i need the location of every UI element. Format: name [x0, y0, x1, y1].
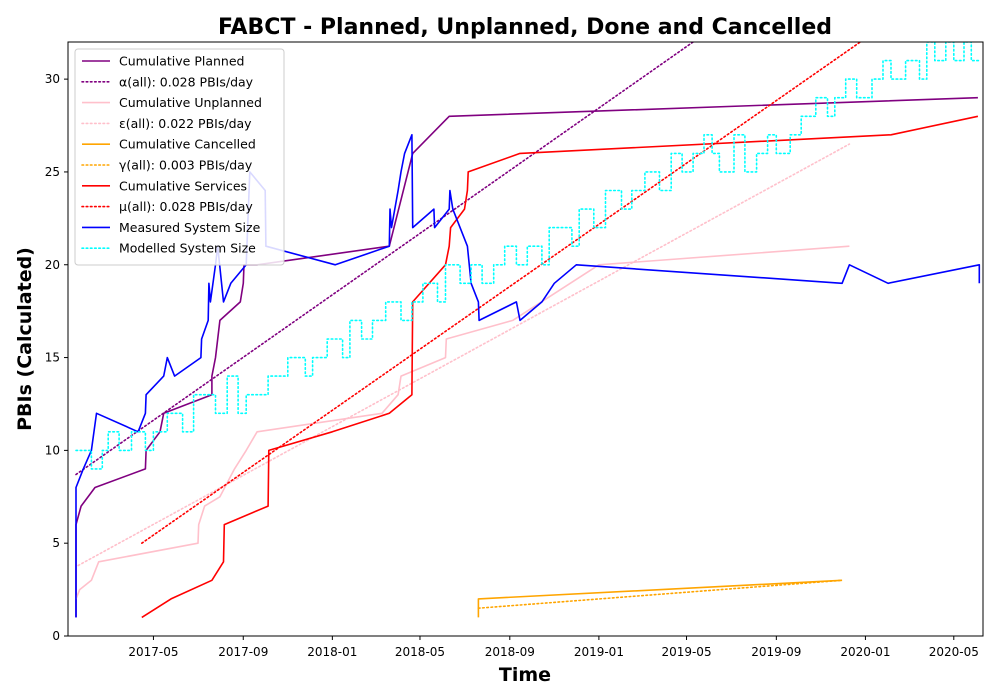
series-line-modelled-system-size: [75, 42, 981, 470]
legend-label: Cumulative Cancelled: [119, 137, 256, 152]
x-axis-title: Time: [499, 664, 551, 686]
x-tick-label: 2020-05: [929, 645, 979, 659]
x-axis: 2017-05 2017-09 2018-01 2018-05 2018-09 2019-…: [128, 636, 979, 659]
legend-label: Cumulative Services: [119, 178, 247, 193]
y-tick-label: 5: [52, 536, 60, 550]
y-axis-title: PBIs (Calculated): [14, 247, 36, 431]
y-tick-label: 15: [45, 351, 60, 365]
series-line-measured-system-size: [75, 134, 981, 618]
y-tick-label: 0: [52, 629, 60, 643]
series-line-cumulative-planned: [75, 96, 978, 618]
x-tick-label: 2018-01: [307, 645, 357, 659]
x-tick-label: 2019-01: [574, 645, 624, 659]
series-line-cumulative-cancelled: [477, 579, 843, 618]
legend-label: α(all): 0.028 PBIs/day: [119, 74, 254, 89]
x-tick-label: 2019-09: [751, 645, 801, 659]
legend-label: γ(all): 0.003 PBIs/day: [119, 158, 253, 173]
series-line-all-0-028-pbis-day: [141, 42, 862, 545]
legend: Cumulative Planned α(all): 0.028 PBIs/day…: [74, 48, 285, 266]
plot-area: [75, 42, 981, 619]
series-line-all-0-022-pbis-day: [77, 143, 851, 567]
x-tick-label: 2018-09: [485, 645, 535, 659]
series-line-all-0-028-pbis-day: [75, 42, 694, 476]
y-tick-label: 20: [45, 258, 60, 272]
chart-title: FABCT - Planned, Unplanned, Done and Can…: [218, 15, 832, 40]
x-tick-label: 2019-05: [661, 645, 711, 659]
legend-label: Measured System Size: [119, 220, 261, 235]
series-line-cumulative-unplanned: [75, 245, 850, 600]
y-axis: 0 5 10 15 20 25 30: [45, 72, 68, 643]
y-tick-label: 10: [45, 443, 60, 457]
legend-label: ε(all): 0.022 PBIs/day: [119, 116, 252, 131]
legend-label: Cumulative Unplanned: [119, 95, 262, 110]
plot-frame: [67, 41, 984, 637]
legend-box: [74, 48, 285, 266]
legend-label: μ(all): 0.028 PBIs/day: [119, 199, 253, 214]
series-line-cumulative-services: [141, 115, 979, 619]
x-tick-label: 2020-01: [840, 645, 890, 659]
x-tick-label: 2017-09: [218, 645, 268, 659]
series-line-all-0-003-pbis-day: [477, 579, 843, 610]
x-tick-label: 2018-05: [395, 645, 445, 659]
y-tick-label: 25: [45, 165, 60, 179]
y-tick-label: 30: [45, 72, 60, 86]
x-tick-label: 2017-05: [128, 645, 178, 659]
legend-label: Cumulative Planned: [119, 54, 244, 69]
legend-label: Modelled System Size: [119, 241, 256, 256]
